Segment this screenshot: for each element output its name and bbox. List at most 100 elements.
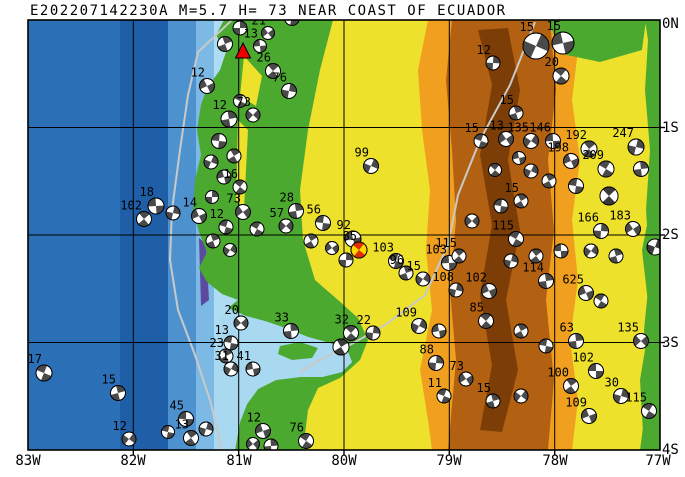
marker-depth-label: 114	[522, 261, 544, 275]
focal-mechanism-marker: 15	[505, 181, 529, 209]
focal-mechanism-marker	[608, 248, 624, 264]
focal-mechanism-marker: 30	[605, 376, 629, 404]
focal-mechanism-marker: 76	[290, 421, 314, 449]
marker-depth-label: 76	[273, 71, 287, 85]
focal-mechanism-marker: 13	[215, 323, 239, 351]
marker-depth-label: 28	[280, 191, 294, 205]
focal-mechanism-marker	[233, 94, 247, 108]
lon-label-77w: 77W	[645, 453, 671, 469]
marker-depth-label: 146	[529, 121, 551, 135]
focal-mechanism-marker: 45	[170, 399, 194, 427]
lat-label-4s: 4S	[662, 442, 679, 458]
focal-mechanism-marker: 115	[625, 391, 657, 419]
marker-depth-label: 102	[120, 199, 142, 213]
focal-mechanism-marker: 85	[470, 301, 494, 329]
marker-depth-label: 108	[432, 270, 454, 284]
focal-mechanism-marker: 102	[572, 351, 604, 379]
focal-mechanism-marker	[553, 243, 569, 259]
focal-mechanism-marker: 15	[547, 20, 575, 55]
marker-depth-label: 30	[605, 376, 619, 390]
focal-mechanism-marker: 17	[28, 352, 53, 382]
marker-depth-label: 73	[227, 192, 241, 206]
focal-mechanism-marker: 20	[225, 303, 249, 331]
marker-depth-label: 92	[337, 218, 351, 232]
marker-depth-label: 13	[215, 323, 229, 337]
marker-depth-label: 22	[357, 313, 371, 327]
puna-island	[278, 342, 318, 360]
focal-mechanism-marker: 21	[252, 20, 275, 40]
marker-depth-label: 12	[224, 8, 238, 22]
focal-mechanism-marker: 31	[215, 349, 239, 377]
focal-mechanism-marker: 135	[507, 121, 539, 149]
focal-mechanism-marker: 625	[562, 273, 594, 301]
focal-mechanism-marker: 12	[210, 207, 234, 235]
focal-mechanism-marker: 146	[529, 121, 561, 149]
focal-mechanism-marker: 28	[280, 191, 304, 219]
focal-mechanism-marker	[205, 233, 221, 249]
axis-ticks	[132, 126, 665, 455]
focal-mechanism-marker	[583, 243, 599, 259]
focal-mechanism-marker	[198, 421, 214, 437]
focal-mechanism-marker	[226, 148, 242, 164]
focal-mechanism-marker	[431, 323, 447, 339]
focal-mechanism-marker	[538, 338, 554, 354]
focal-mechanism-marker: 114	[522, 261, 554, 289]
marker-depth-label: 12	[210, 207, 224, 221]
marker-depth-label: 31	[215, 349, 229, 363]
focal-mechanism-marker	[165, 205, 181, 221]
focal-mechanism-marker: 18	[140, 185, 165, 215]
focal-mechanism-marker: 56	[307, 203, 331, 231]
focal-mechanism-marker: 13	[244, 27, 267, 53]
focal-mechanism-marker: 100	[547, 366, 579, 394]
focal-mechanism-marker: 20	[545, 55, 570, 85]
focal-mechanism-marker: 14	[183, 196, 207, 224]
focal-mechanism-marker: 73	[227, 192, 251, 220]
main-event-marker	[234, 41, 252, 59]
focal-mechanism-marker	[488, 163, 502, 177]
focal-mechanism-marker: 166	[577, 211, 609, 239]
marker-depth-label: 16	[224, 167, 238, 181]
focal-mechanism-marker: 109	[395, 306, 427, 334]
focal-mechanism-marker: 15	[520, 20, 550, 60]
focal-mechanism-marker: 115	[492, 219, 524, 247]
marker-depth-label: 13	[490, 119, 504, 133]
focal-mechanism-marker: 109	[565, 396, 597, 424]
focal-mechanism-marker: 73	[450, 359, 474, 387]
marker-depth-label: 12	[191, 66, 205, 80]
focal-mechanism-marker	[325, 241, 339, 255]
focal-mechanism-marker: 115	[435, 236, 467, 264]
marker-depth-label: 23	[210, 336, 224, 350]
focal-mechanism-marker	[568, 178, 584, 194]
focal-mechanism-marker: 15	[477, 381, 501, 409]
marker-depth-label: 135	[507, 121, 529, 135]
focal-mechanism-marker: 183	[609, 209, 641, 237]
focal-mechanism-marker: 209	[582, 148, 615, 178]
marker-depth-label: 13	[244, 27, 258, 41]
focal-mechanism-marker: 33	[275, 311, 299, 339]
focal-mechanism-marker	[249, 221, 265, 237]
focal-mechanism-marker: 11	[428, 376, 452, 404]
marker-depth-label: 32	[335, 313, 349, 327]
focal-mechanism-marker: 63	[560, 321, 584, 349]
focal-mechanism-marker: 76	[273, 71, 297, 99]
focal-mechanism-marker	[513, 388, 529, 404]
marker-depth-label: 11	[428, 376, 442, 390]
focal-mechanism-marker	[211, 133, 227, 149]
focal-mechanism-marker: 12	[247, 411, 271, 439]
marker-depth-label: 96	[390, 253, 404, 267]
marker-depth-label: 247	[612, 126, 634, 140]
focal-mechanism-marker: 12	[224, 8, 248, 36]
focal-mechanism-marker	[464, 213, 480, 229]
marker-depth-label: 166	[577, 211, 599, 225]
focal-mechanism-marker: 198	[547, 141, 579, 169]
focal-mechanism-marker: 15	[407, 259, 431, 287]
focal-mechanism-marker: 103	[425, 243, 457, 271]
focal-mechanism-marker: 88	[420, 343, 444, 371]
marker-depth-label: 18	[140, 185, 154, 199]
marker-depth-label: 102	[465, 271, 487, 285]
focal-mechanism-marker	[512, 151, 526, 165]
focal-mechanism-marker: 13	[490, 119, 514, 147]
focal-mechanism-marker: 108	[432, 270, 464, 298]
focal-mechanism-marker: 15	[500, 93, 524, 121]
